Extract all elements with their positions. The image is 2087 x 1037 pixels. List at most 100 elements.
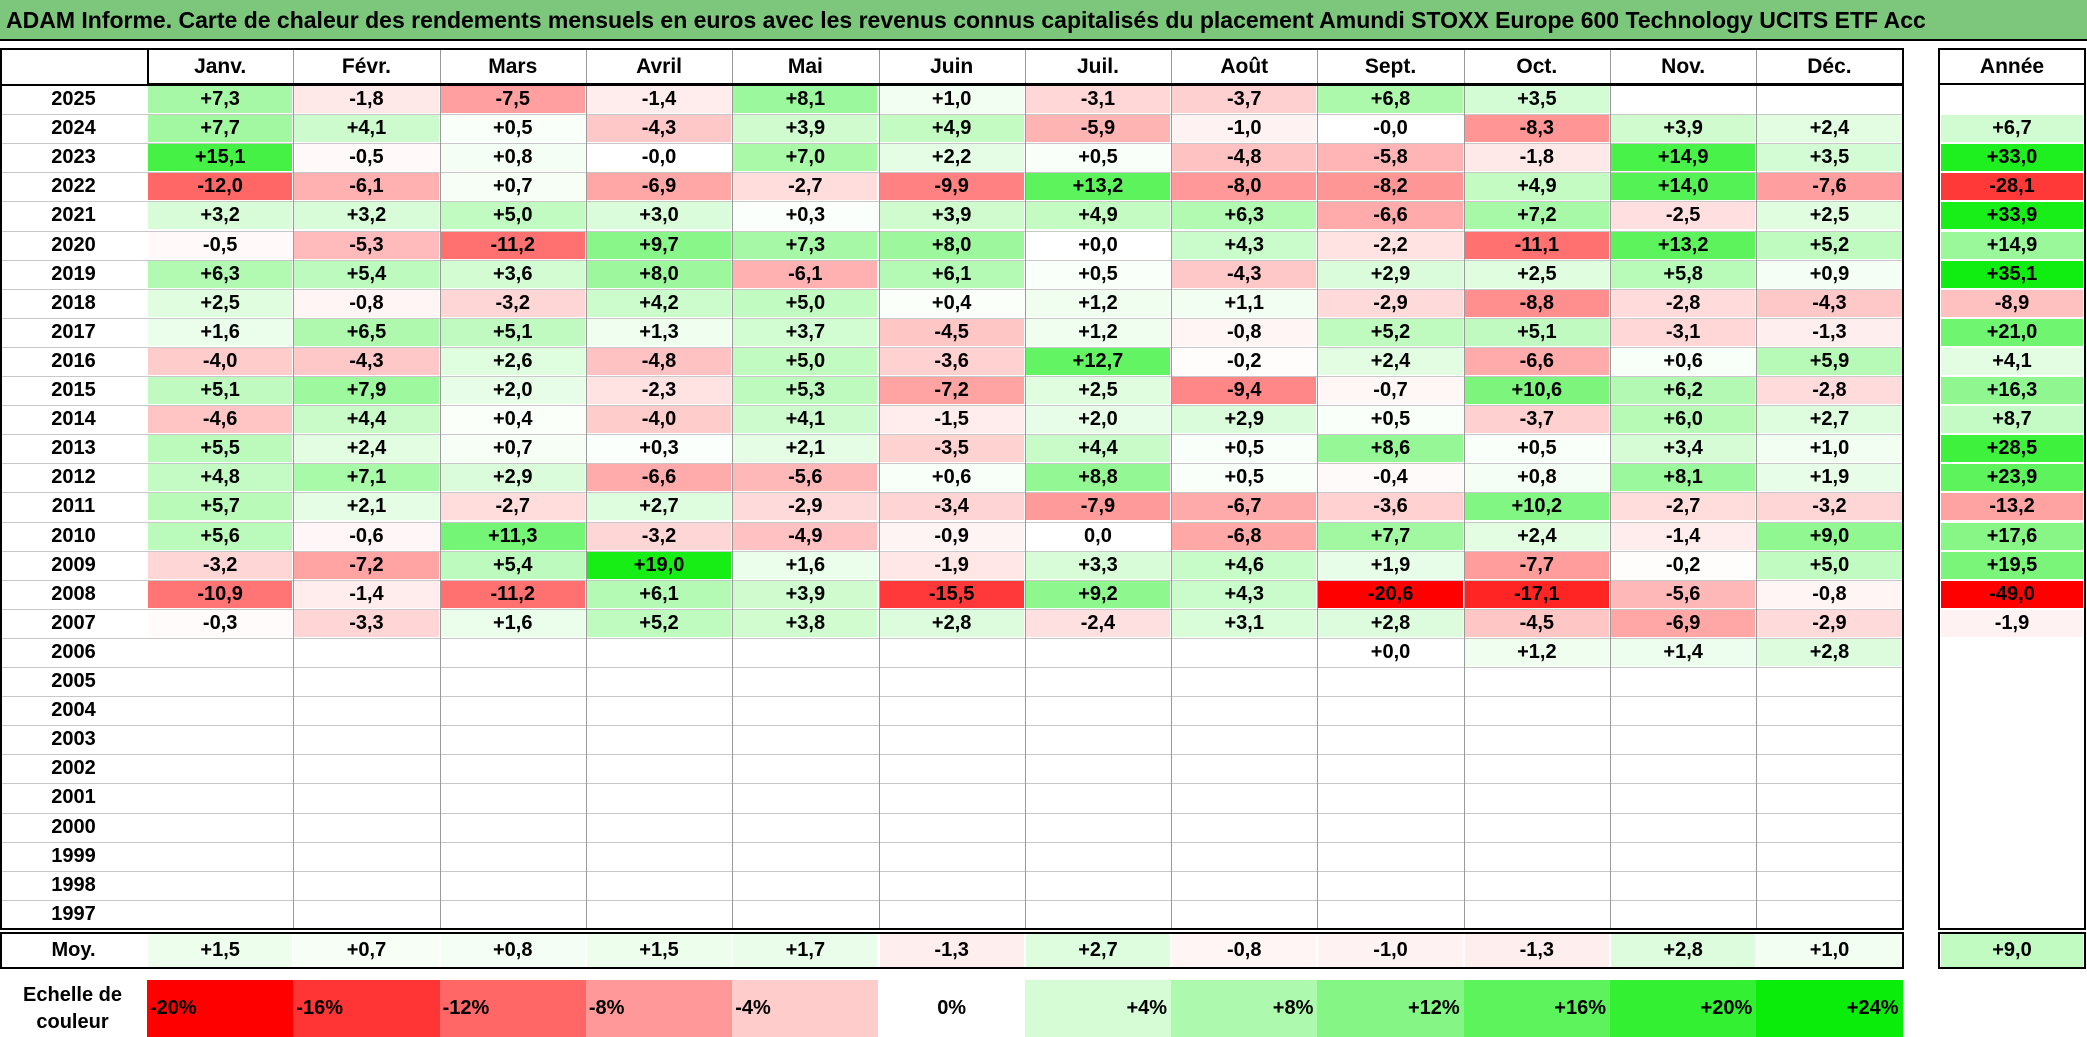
heatmap-cell: -0,6 [294,522,439,550]
heatmap-cell [586,900,732,928]
heatmap-cell: +14,9 [1611,144,1756,172]
heatmap-cell [294,638,439,666]
month-header: Oct. [1516,54,1558,78]
annual-cell: +33,0 [1941,144,2083,172]
heatmap-cell [1172,638,1317,666]
annual-cell: -49,0 [1941,580,2083,608]
annual-cell: +21,0 [1941,318,2083,346]
row-divider [0,637,1903,639]
heatmap-cell: +7,3 [733,231,878,259]
heatmap-cell: +9,7 [586,231,732,259]
heatmap-cell: -0,8 [1757,580,1902,608]
heatmap-cell [733,842,878,870]
heatmap-cell: +0,6 [1611,347,1756,375]
heatmap-cell: +7,7 [148,115,293,143]
color-scale-step: 0% [878,980,1025,1037]
row-divider [0,870,1903,872]
heatmap-cell: +5,0 [440,202,585,230]
heatmap-cell: +2,8 [1318,609,1463,637]
heatmap-cell: -9,4 [1172,377,1317,405]
heatmap-cell [1464,784,1609,812]
heatmap-cell: +0,5 [440,115,585,143]
month-header: Déc. [1807,54,1852,78]
heatmap-cell: -2,3 [586,377,732,405]
row-divider [0,143,1903,145]
month-header: Juin [930,54,974,78]
average-label: Moy. [51,939,96,961]
column-divider [1756,48,1758,929]
heatmap-cell [1318,726,1463,754]
heatmap-cell: -20,6 [1318,580,1463,608]
heatmap-cell: +5,2 [1318,318,1463,346]
heatmap-cell: +4,9 [1464,173,1609,201]
heatmap-cell: -3,7 [1464,406,1609,434]
heatmap-cell [1172,726,1317,754]
heatmap-cell [1025,697,1171,725]
column-divider [1463,48,1465,929]
heatmap-cell: +12,7 [1025,347,1171,375]
heatmap-cell [148,726,293,754]
heatmap-cell: -6,1 [733,260,878,288]
heatmap-cell: +3,5 [1757,144,1902,172]
heatmap-cell: +3,2 [294,202,439,230]
heatmap-cell: -4,5 [1464,609,1609,637]
heatmap-cell [586,813,732,841]
annual-cell [1941,86,2083,114]
row-divider [0,201,1903,203]
heatmap-cell [294,784,439,812]
heatmap-cell: -3,2 [440,289,585,317]
heatmap-cell: +6,5 [294,318,439,346]
heatmap-cell [586,871,732,899]
annual-cell: +4,1 [1941,347,2083,375]
average-cell: +0,7 [294,934,439,967]
average-cell: -1,0 [1318,934,1463,967]
heatmap-cell [733,871,878,899]
row-divider [0,463,1903,465]
heatmap-cell: +6,1 [586,580,732,608]
heatmap-cell: +7,1 [294,464,439,492]
heatmap-cell: -4,3 [1757,289,1902,317]
row-year-label: 2016 [51,349,96,372]
heatmap-cell [440,842,585,870]
heatmap-cell: +13,2 [1025,173,1171,201]
heatmap-cell: +0,3 [733,202,878,230]
heatmap-cell: +5,4 [294,260,439,288]
month-header: Nov. [1661,54,1706,78]
row-divider [0,667,1903,668]
row-year-label: 2001 [51,786,96,809]
heatmap-cell: -3,2 [586,522,732,550]
annual-cell: +33,9 [1941,202,2083,230]
heatmap-cell: +2,9 [1318,260,1463,288]
heatmap-cell: +5,0 [1757,551,1902,579]
heatmap-cell: -8,3 [1464,115,1609,143]
heatmap-cell [1025,668,1171,696]
heatmap-cell: -4,9 [733,522,878,550]
heatmap-cell: +6,2 [1611,377,1756,405]
heatmap-cell [440,813,585,841]
heatmap-cell [733,784,878,812]
heatmap-cell: +11,3 [440,522,585,550]
heatmap-cell: -11,2 [440,231,585,259]
heatmap-cell: -4,8 [1172,144,1317,172]
heatmap-cell: -8,0 [1172,173,1317,201]
heatmap-cell: +5,7 [148,493,293,521]
heatmap-cell: +0,0 [1318,638,1463,666]
heatmap-cell: -6,6 [1318,202,1463,230]
heatmap-cell [1611,755,1756,783]
row-year-label: 2010 [51,524,96,547]
row-year-label: 2007 [51,611,96,634]
row-year-label: 2021 [51,204,96,227]
average-cell: +2,7 [1025,934,1171,967]
heatmap-cell: -15,5 [879,580,1024,608]
heatmap-cell: +5,6 [148,522,293,550]
heatmap-cell: +5,2 [586,609,732,637]
heatmap-cell: +0,5 [1172,464,1317,492]
heatmap-cell: +3,6 [440,260,585,288]
row-year-label: 2000 [51,815,96,838]
month-header: Août [1220,54,1269,78]
color-scale-step: -12% [439,980,586,1037]
heatmap-cell [1172,871,1317,899]
heatmap-cell: -6,6 [586,464,732,492]
heatmap-cell [586,784,732,812]
heatmap-cell: +19,0 [586,551,732,579]
